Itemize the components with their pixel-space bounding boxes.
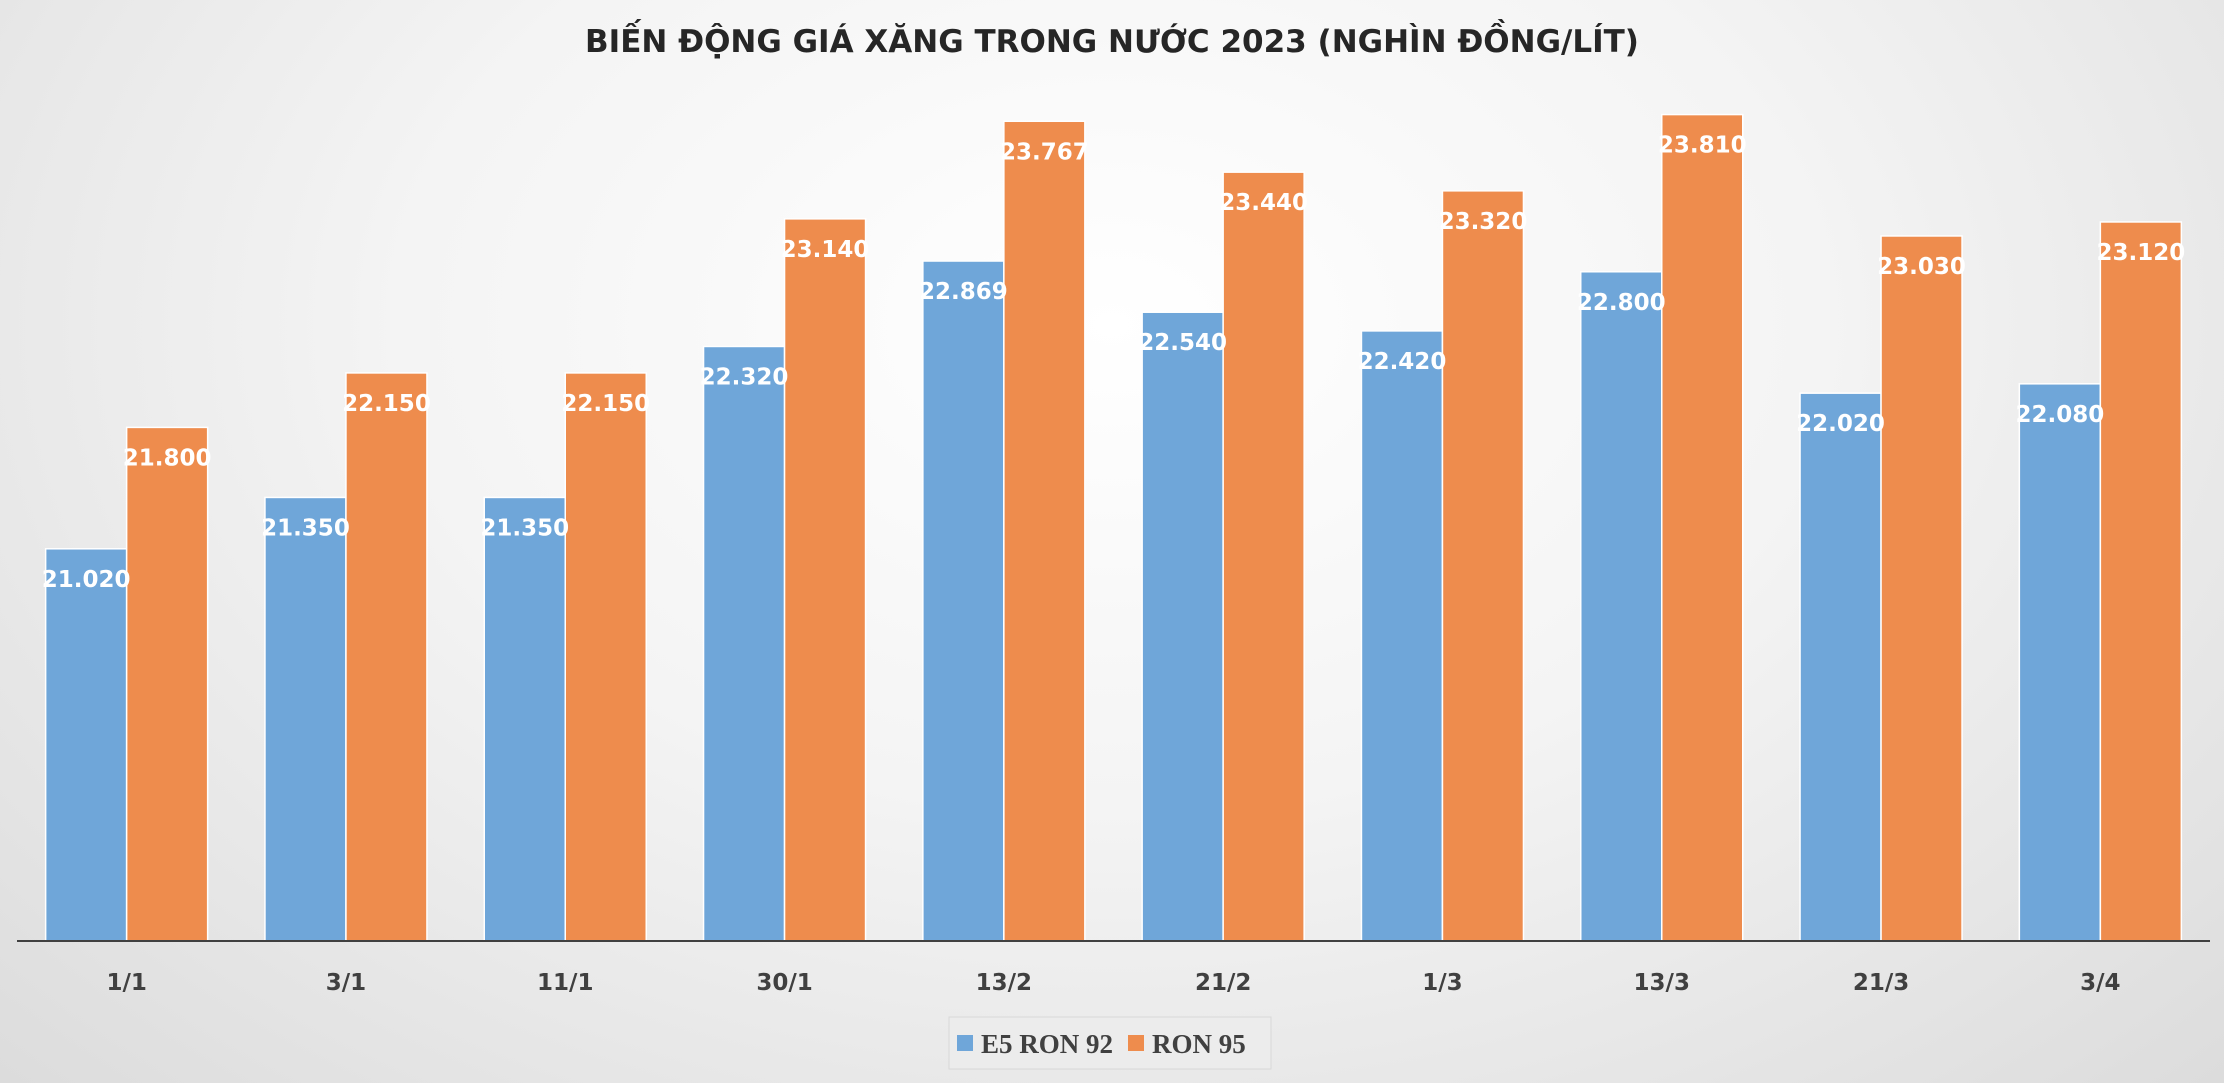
value-label-ron-95-5: 23.440: [1219, 190, 1308, 216]
bar-ron-95-1: [345, 372, 428, 942]
bar-e5-ron-92-6: [1360, 330, 1444, 942]
x-tick-label-0: 1/1: [106, 970, 146, 996]
legend-swatch-ron-95: [1128, 1035, 1144, 1051]
x-tick-label-3: 30/1: [756, 970, 812, 996]
bar-ron-95-8: [1880, 235, 1963, 942]
bar-ron-95-3: [783, 218, 867, 942]
legend-label-e5-ron-92: E5 RON 92: [981, 1029, 1113, 1059]
value-label-e5-ron-92-8: 22.020: [1796, 411, 1885, 437]
bar-ron-95-0: [125, 426, 209, 942]
legend: E5 RON 92 RON 95: [948, 1016, 1272, 1070]
x-tick-label-8: 21/3: [1853, 970, 1909, 996]
value-label-e5-ron-92-0: 21.020: [42, 567, 131, 593]
x-tick-label-6: 1/3: [1422, 970, 1462, 996]
value-labels-layer: 21.020 21.800 21.350 22.150 21.350 22.150 22.3…: [42, 133, 2185, 593]
bar-e5-ron-92-3: [702, 345, 786, 942]
bar-ron-95-2: [564, 372, 647, 942]
legend-box: [948, 1016, 1272, 1070]
value-label-e5-ron-92-5: 22.540: [1138, 330, 1227, 356]
value-label-ron-95-8: 23.030: [1877, 254, 1966, 280]
value-label-ron-95-6: 23.320: [1439, 209, 1528, 235]
bar-e5-ron-92-4: [922, 260, 1005, 942]
bar-e5-ron-92-7: [1580, 271, 1663, 942]
x-tick-label-7: 13/3: [1634, 970, 1690, 996]
bar-ron-95-4: [1003, 120, 1086, 942]
value-label-ron-95-3: 23.140: [781, 237, 870, 263]
value-label-e5-ron-92-6: 22.420: [1358, 349, 1447, 375]
bar-e5-ron-92-9: [2018, 383, 2102, 942]
value-label-ron-95-2: 22.150: [561, 391, 650, 417]
x-tick-label-9: 3/4: [2080, 970, 2120, 996]
x-tick-label-5: 21/2: [1195, 970, 1251, 996]
value-label-e5-ron-92-4: 22.869: [919, 279, 1008, 305]
bar-ron-95-5: [1222, 171, 1305, 942]
bar-e5-ron-92-2: [483, 496, 566, 942]
bar-e5-ron-92-0: [44, 548, 128, 942]
bar-ron-95-7: [1661, 113, 1744, 942]
x-tick-label-2: 11/1: [537, 970, 593, 996]
legend-swatch-e5-ron-92: [957, 1035, 973, 1051]
x-tick-label-4: 13/2: [976, 970, 1032, 996]
value-label-ron-95-9: 23.120: [2096, 240, 2185, 266]
value-label-ron-95-7: 23.810: [1658, 133, 1747, 159]
value-label-e5-ron-92-2: 21.350: [480, 515, 569, 541]
value-label-e5-ron-92-1: 21.350: [261, 515, 350, 541]
legend-label-ron-95: RON 95: [1152, 1029, 1246, 1059]
value-label-e5-ron-92-3: 22.320: [700, 364, 789, 390]
value-label-e5-ron-92-7: 22.800: [1577, 290, 1666, 316]
value-label-ron-95-4: 23.767: [1000, 139, 1089, 165]
bar-ron-95-9: [2099, 221, 2183, 942]
bar-e5-ron-92-1: [264, 496, 347, 942]
value-label-e5-ron-92-9: 22.080: [2015, 402, 2104, 428]
x-tick-label-1: 3/1: [326, 970, 366, 996]
value-label-ron-95-0: 21.800: [123, 445, 212, 471]
bar-e5-ron-92-5: [1141, 311, 1224, 942]
bar-ron-95-6: [1441, 190, 1525, 942]
bar-e5-ron-92-8: [1799, 392, 1882, 942]
bars-layer: [44, 113, 2183, 942]
chart-title: BIẾN ĐỘNG GIÁ XĂNG TRONG NƯỚC 2023 (NGHÌ…: [585, 19, 1639, 60]
x-tick-labels: 1/1 3/1 11/1 30/1 13/2 21/2 1/3 13/3 21/3 3/4: [106, 970, 2120, 996]
value-label-ron-95-1: 22.150: [342, 391, 431, 417]
